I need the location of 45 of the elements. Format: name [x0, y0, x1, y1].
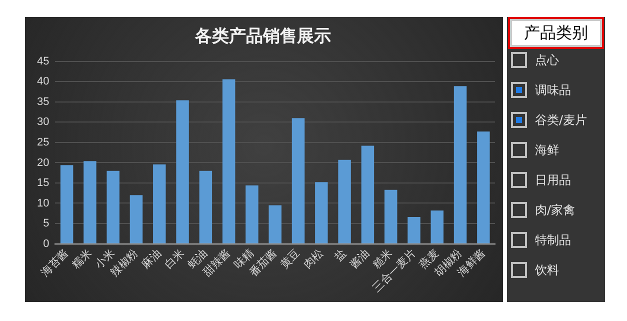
- bar: [408, 217, 420, 244]
- category-label: 饮料: [535, 263, 559, 277]
- y-tick-label: 15: [36, 177, 50, 190]
- x-tick-label: 糯米: [69, 246, 94, 272]
- category-label: 日用品: [535, 173, 571, 187]
- bar: [454, 86, 467, 244]
- bar: [315, 182, 328, 244]
- bar: [106, 170, 120, 244]
- x-tick-label: 肉松: [302, 247, 326, 272]
- bar: [130, 195, 143, 244]
- bar: [222, 79, 236, 244]
- x-tick-label: 麻油: [138, 246, 164, 272]
- category-label: 谷类/麦片: [535, 113, 588, 127]
- bar: [176, 100, 189, 244]
- x-tick-label: 白米: [162, 246, 187, 272]
- bar: [338, 160, 351, 244]
- x-tick-label: 盐: [332, 246, 349, 264]
- bar: [199, 170, 212, 244]
- y-tick-label: 10: [36, 197, 50, 210]
- y-tick-label: 20: [36, 156, 50, 169]
- bar: [84, 161, 96, 244]
- bar: [292, 118, 305, 244]
- y-tick-label: 45: [36, 55, 50, 68]
- text: 产品类别: [510, 19, 602, 47]
- bar: [384, 190, 398, 244]
- bar: [361, 146, 374, 244]
- x-tick-label: 黄豆: [278, 246, 303, 272]
- x-tick-label: 酱油: [347, 246, 372, 272]
- bar: [153, 164, 166, 244]
- y-tick-label: 35: [36, 96, 50, 108]
- category-label: 肉/家禽: [535, 203, 576, 217]
- category-label: 特制品: [535, 233, 571, 247]
- bar: [430, 210, 444, 244]
- bar: [477, 132, 490, 244]
- bar: [268, 205, 282, 244]
- chart-title: 各类产品销售展示: [194, 26, 331, 47]
- category-label: 调味品: [535, 83, 571, 97]
- category-label: 点心: [535, 53, 559, 67]
- y-tick-label: 5: [43, 218, 50, 230]
- bar: [60, 165, 74, 244]
- y-tick-label: 40: [36, 76, 50, 88]
- bar: [246, 185, 258, 244]
- y-tick-label: 30: [36, 116, 50, 128]
- category-label: 海鲜: [535, 143, 559, 157]
- y-tick-label: 25: [36, 136, 50, 148]
